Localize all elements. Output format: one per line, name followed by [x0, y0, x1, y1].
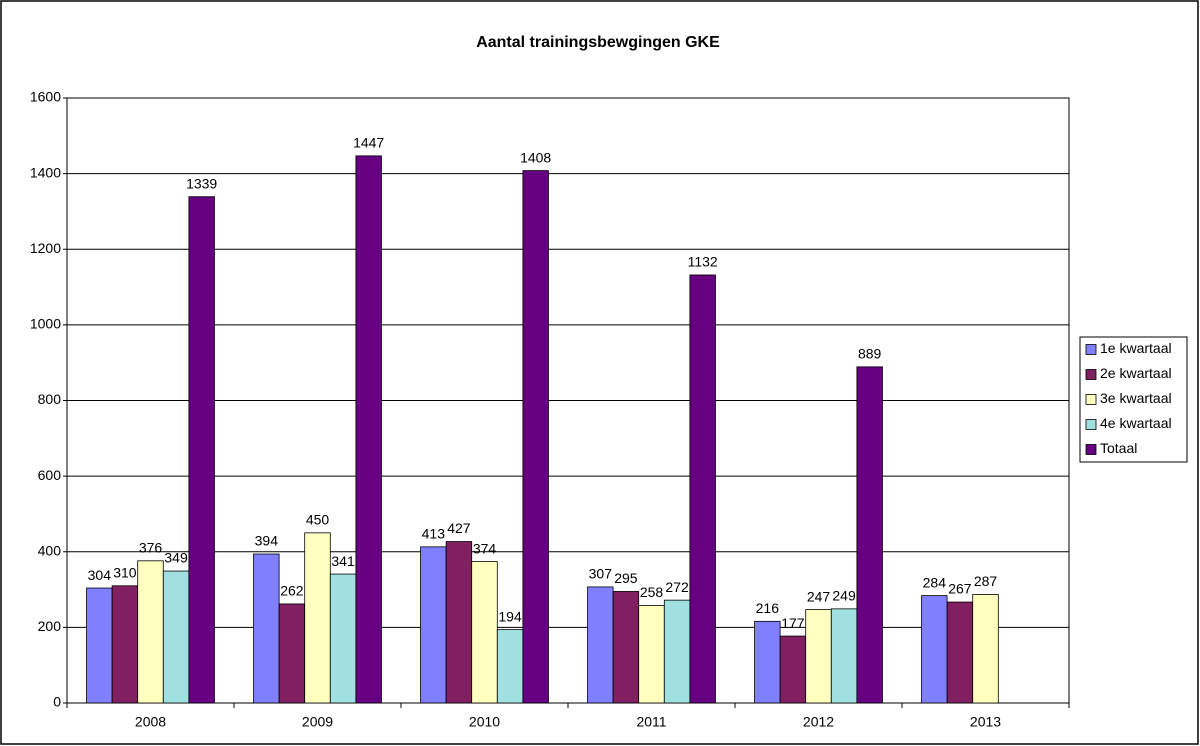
bar — [522, 170, 549, 704]
y-tick-label: 800 — [38, 391, 62, 407]
legend-label: Totaal — [1100, 440, 1137, 456]
x-tick-label: 2011 — [636, 714, 666, 730]
data-label: 427 — [447, 520, 471, 536]
bar — [496, 629, 524, 704]
data-label: 295 — [614, 570, 638, 586]
bar — [86, 587, 113, 704]
bar — [253, 553, 280, 704]
y-tick-label: 1600 — [30, 89, 61, 105]
bar — [856, 366, 883, 704]
data-label: 394 — [255, 533, 279, 549]
bar — [445, 541, 473, 704]
data-label: 889 — [858, 346, 882, 362]
data-label: 194 — [498, 608, 522, 624]
data-label: 1447 — [353, 135, 384, 151]
bar — [162, 570, 190, 704]
data-label: 450 — [306, 512, 330, 528]
bar — [946, 601, 974, 704]
data-label: 349 — [164, 550, 188, 566]
y-tick-label: 400 — [38, 542, 62, 558]
data-label: 1408 — [520, 149, 551, 165]
legend-label: 3e kwartaal — [1100, 390, 1172, 406]
data-label: 262 — [280, 583, 304, 599]
y-tick-label: 600 — [38, 467, 62, 483]
x-tick-label: 2013 — [970, 714, 1001, 730]
bar — [921, 595, 948, 704]
bar — [188, 196, 215, 704]
data-label: 216 — [756, 600, 780, 616]
x-tick-label: 2012 — [803, 714, 834, 730]
bar — [972, 594, 999, 704]
legend-label: 1e kwartaal — [1100, 340, 1172, 356]
x-tick-label: 2008 — [135, 714, 166, 730]
data-label: 374 — [473, 540, 497, 556]
legend-box — [1079, 336, 1188, 463]
legend-label: 2e kwartaal — [1100, 365, 1172, 381]
y-tick-label: 200 — [38, 618, 62, 634]
y-tick-label: 0 — [53, 694, 61, 710]
data-label: 249 — [832, 588, 856, 604]
data-label: 304 — [88, 567, 112, 583]
data-label: 258 — [640, 584, 664, 600]
data-label: 272 — [665, 579, 689, 595]
data-label: 310 — [113, 564, 137, 580]
legend-swatch — [1085, 394, 1097, 405]
x-tick-label: 2010 — [469, 714, 500, 730]
data-label: 247 — [807, 588, 831, 604]
bar — [278, 603, 306, 704]
data-label: 1339 — [186, 175, 217, 191]
data-label: 413 — [422, 526, 446, 542]
bar — [329, 573, 357, 704]
y-tick-label: 1000 — [30, 316, 61, 332]
bar — [612, 591, 640, 704]
y-tick-label: 1200 — [30, 240, 61, 256]
x-tick-label: 2009 — [302, 714, 333, 730]
data-label: 1132 — [688, 254, 718, 270]
legend-swatch — [1085, 344, 1097, 355]
bar — [111, 585, 139, 704]
bar — [663, 599, 691, 704]
bar — [689, 274, 716, 704]
legend-swatch — [1085, 369, 1097, 380]
y-tick-label: 1400 — [30, 164, 61, 180]
legend-swatch — [1085, 419, 1097, 430]
data-label: 284 — [923, 574, 947, 590]
data-label: 376 — [139, 540, 163, 556]
bar — [420, 546, 447, 704]
bar — [805, 609, 832, 704]
data-label: 177 — [781, 615, 805, 631]
bar — [638, 605, 665, 704]
chart-title: Aantal trainingsbewgingen GKE — [476, 34, 720, 51]
data-label: 267 — [948, 581, 972, 597]
bar — [754, 620, 781, 704]
bar — [304, 532, 331, 704]
bar — [355, 155, 382, 704]
bar — [471, 561, 498, 704]
bar — [587, 586, 614, 704]
data-label: 307 — [589, 566, 613, 582]
bar — [830, 608, 858, 704]
data-label: 287 — [974, 573, 998, 589]
legend-label: 4e kwartaal — [1100, 415, 1172, 431]
legend-swatch — [1085, 444, 1097, 455]
bar — [779, 635, 807, 704]
bar — [137, 560, 164, 704]
data-label: 341 — [331, 553, 355, 569]
